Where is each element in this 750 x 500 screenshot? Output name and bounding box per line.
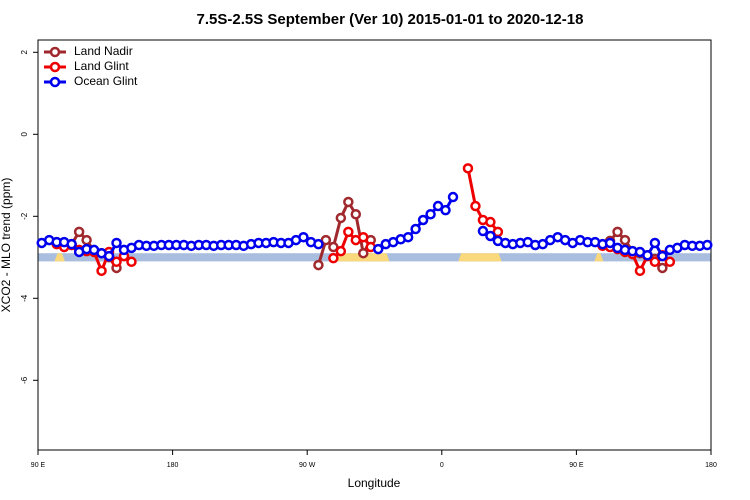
- y-tick-label: -6: [20, 376, 29, 384]
- land-band: [329, 253, 390, 262]
- data-point: [612, 226, 623, 238]
- data-point: [649, 256, 661, 268]
- data-point: [73, 226, 85, 238]
- legend-marker: [49, 76, 61, 88]
- data-point: [111, 237, 122, 249]
- data-point: [634, 265, 646, 277]
- data-point: [402, 231, 414, 243]
- y-tick-label: -2: [20, 212, 29, 220]
- data-point: [649, 237, 661, 249]
- data-point: [537, 238, 548, 250]
- data-point: [440, 204, 451, 216]
- y-tick-label: 2: [20, 50, 29, 55]
- data-point: [358, 247, 369, 259]
- x-axis-label: Longitude: [348, 476, 401, 490]
- data-point: [96, 265, 107, 277]
- data-point: [462, 163, 474, 174]
- data-point: [313, 259, 324, 271]
- x-tick-label: 180: [705, 462, 717, 469]
- data-point: [372, 243, 384, 255]
- data-point: [103, 250, 115, 262]
- data-point: [320, 234, 332, 246]
- chart-title: 7.5S-2.5S September (Ver 10) 2015-01-01 …: [197, 11, 584, 28]
- data-point: [477, 225, 489, 237]
- legend-label: Land Nadir: [74, 44, 133, 58]
- x-tick-label: 90 E: [31, 462, 46, 469]
- x-tick-label: 180: [167, 462, 179, 469]
- legend-label: Land Glint: [74, 59, 129, 73]
- legend-marker: [49, 46, 61, 58]
- data-point: [485, 230, 496, 242]
- data-point: [664, 256, 676, 268]
- data-point: [702, 239, 713, 251]
- data-point: [66, 238, 77, 250]
- data-point: [81, 234, 92, 246]
- data-point: [298, 231, 309, 243]
- data-point: [447, 191, 459, 203]
- x-tick-label: 90 E: [569, 462, 584, 469]
- data-point: [328, 241, 339, 253]
- data-point: [657, 262, 668, 274]
- y-axis-label: XCO2 - MLO trend (ppm): [0, 178, 13, 313]
- data-point: [335, 212, 347, 224]
- data-point: [111, 256, 122, 268]
- data-point: [358, 231, 369, 243]
- data-point: [343, 226, 354, 238]
- land-band: [458, 253, 502, 262]
- legend-marker: [49, 61, 61, 73]
- data-point: [313, 238, 324, 250]
- data-point: [417, 214, 429, 226]
- data-point: [350, 209, 362, 220]
- data-point: [335, 245, 347, 257]
- land-band: [594, 253, 604, 262]
- y-tick-label: -4: [20, 294, 29, 302]
- land-band: [54, 253, 65, 262]
- data-point: [432, 200, 444, 212]
- x-tick-label: 0: [440, 462, 444, 469]
- x-tick-label: 90 W: [299, 462, 316, 469]
- data-point: [126, 256, 137, 268]
- data-point: [619, 234, 631, 246]
- data-point: [485, 216, 496, 228]
- data-point: [657, 250, 668, 262]
- data-point: [425, 209, 436, 220]
- data-point: [343, 196, 354, 208]
- data-point: [642, 250, 653, 261]
- data-point: [328, 252, 339, 264]
- data-point: [410, 223, 421, 235]
- y-tick-label: 0: [20, 132, 29, 137]
- legend-label: Ocean Glint: [74, 74, 138, 88]
- data-point: [604, 237, 616, 249]
- data-point: [470, 200, 481, 212]
